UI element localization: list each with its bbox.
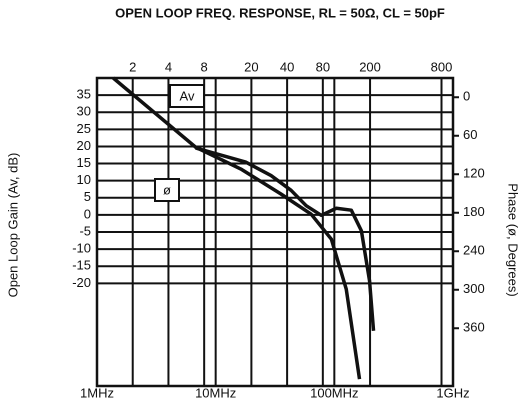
y2-tick-label: 240	[463, 243, 485, 258]
y2-axis-label: Phase (ø, Degrees)	[506, 183, 521, 296]
y-tick-label: -5	[79, 223, 91, 238]
y-tick-label: 15	[77, 155, 91, 170]
y-tick-label: 20	[77, 138, 91, 153]
y2-tick-label: 360	[463, 320, 485, 335]
x2-tick-label: 80	[316, 59, 330, 74]
y2-tick-label: 120	[463, 166, 485, 181]
x-tick-label: 100MHz	[310, 385, 358, 400]
x2-tick-label: 40	[280, 59, 294, 74]
y-tick-label: 5	[84, 189, 91, 204]
x2-tick-label: 8	[201, 59, 208, 74]
y-axis-label: Open Loop Gain (Av, dB)	[5, 153, 20, 298]
plot-frame	[95, 76, 455, 388]
y2-tick-label: 180	[463, 204, 485, 219]
y-tick-label: 10	[77, 172, 91, 187]
y-tick-label: 30	[77, 104, 91, 119]
y-tick-label: 0	[84, 206, 91, 221]
y2-tick-label: 0	[463, 89, 470, 104]
series-line	[195, 146, 376, 331]
x-tick-label: 1MHz	[80, 385, 114, 400]
chart-title: OPEN LOOP FREQ. RESPONSE, RL = 50Ω, CL =…	[115, 5, 445, 20]
x2-tick-label: 200	[359, 59, 381, 74]
y-tick-label: -15	[72, 258, 91, 273]
y-tick-label: 25	[77, 121, 91, 136]
x2-tick-label: 20	[244, 59, 258, 74]
x2-tick-label: 4	[165, 59, 172, 74]
legend-box	[169, 84, 205, 108]
x2-tick-label: 2	[129, 59, 136, 74]
legend-box	[154, 178, 180, 202]
y-tick-label: -20	[72, 275, 91, 290]
x-tick-label: 1GHz	[436, 385, 469, 400]
y2-tick-label: 60	[463, 127, 477, 142]
legend-label: ø	[163, 182, 171, 197]
x-tick-label: 10MHz	[195, 385, 236, 400]
y2-tick-label: 300	[463, 281, 485, 296]
y-tick-label: 35	[77, 87, 91, 102]
legend-label: Av	[180, 88, 195, 103]
x2-tick-label: 800	[431, 59, 453, 74]
y-tick-label: -10	[72, 241, 91, 256]
